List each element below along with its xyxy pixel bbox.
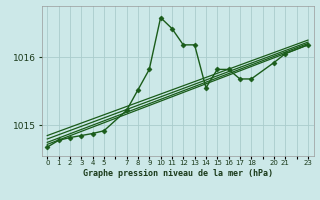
X-axis label: Graphe pression niveau de la mer (hPa): Graphe pression niveau de la mer (hPa) [83, 169, 273, 178]
